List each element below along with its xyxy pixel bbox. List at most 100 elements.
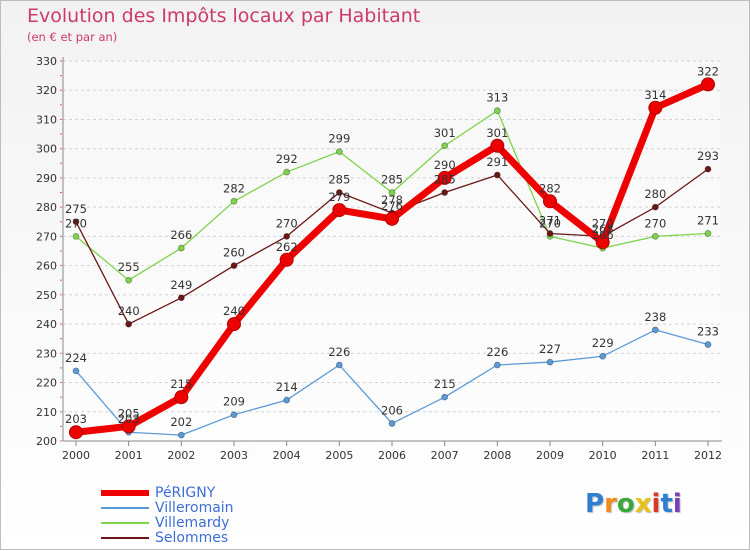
- logo-letter: i: [651, 489, 661, 519]
- y-tick-label: 290: [36, 172, 57, 185]
- data-label: 291: [486, 155, 508, 169]
- data-label: 214: [276, 380, 298, 394]
- data-point: [441, 189, 449, 196]
- legend-label: Villemardy: [155, 515, 230, 531]
- data-point: [279, 252, 294, 267]
- y-tick-label: 320: [36, 84, 57, 97]
- logo-letter: r: [604, 489, 617, 519]
- data-label: 282: [539, 181, 561, 195]
- data-point: [704, 341, 712, 348]
- logo-letter: P: [585, 489, 605, 519]
- y-tick-label: 210: [36, 406, 57, 419]
- x-tick-label: 2011: [641, 449, 669, 462]
- data-label: 293: [697, 149, 719, 163]
- data-point: [177, 431, 185, 439]
- data-point: [651, 326, 659, 334]
- data-point: [230, 262, 238, 270]
- data-point: [651, 232, 659, 240]
- data-label: 285: [434, 173, 456, 187]
- chart-subtitle: (en € et par an): [27, 30, 118, 44]
- data-point: [177, 244, 185, 252]
- data-label: 285: [381, 173, 403, 187]
- data-label: 270: [65, 216, 87, 230]
- x-tick-label: 2010: [589, 449, 617, 462]
- data-label: 313: [486, 91, 508, 105]
- data-point: [121, 419, 136, 434]
- data-label: 271: [697, 213, 719, 227]
- data-point: [283, 396, 291, 404]
- data-point: [385, 211, 399, 226]
- data-label: 266: [170, 228, 192, 242]
- x-tick-label: 2002: [167, 449, 195, 462]
- x-tick-label: 2004: [273, 449, 301, 462]
- data-point: [72, 367, 80, 375]
- data-point: [335, 189, 343, 196]
- data-point: [595, 235, 610, 250]
- y-tick-label: 200: [36, 435, 57, 448]
- data-point: [72, 218, 80, 226]
- data-label: 226: [486, 345, 508, 359]
- data-point: [704, 230, 712, 237]
- x-tick-label: 2009: [536, 449, 564, 462]
- data-label: 229: [592, 336, 614, 350]
- legend-swatch: [101, 522, 149, 524]
- data-label: 282: [223, 181, 245, 195]
- data-point: [283, 168, 291, 176]
- y-tick-label: 310: [36, 113, 57, 126]
- data-label: 270: [644, 216, 666, 230]
- data-label: 322: [697, 64, 719, 78]
- legend-item-perigny: PéRIGNY: [101, 485, 361, 501]
- data-label: 271: [539, 213, 561, 227]
- data-label: 301: [434, 126, 456, 140]
- data-point: [388, 420, 396, 427]
- data-point: [493, 107, 501, 115]
- data-label: 226: [328, 345, 350, 359]
- data-label: 233: [697, 325, 719, 339]
- logo-letter: i: [672, 489, 682, 519]
- data-point: [701, 77, 715, 92]
- data-point: [177, 294, 185, 302]
- data-label: 276: [381, 199, 403, 213]
- x-tick-label: 2008: [483, 449, 511, 462]
- y-tick-label: 330: [36, 55, 57, 68]
- data-point: [230, 197, 238, 205]
- chart-title: Evolution des Impôts locaux par Habitant: [27, 5, 421, 27]
- data-label: 202: [170, 415, 192, 429]
- data-point: [69, 425, 83, 440]
- data-label: 279: [328, 190, 350, 204]
- data-label: 206: [381, 403, 403, 417]
- data-point: [332, 203, 347, 218]
- data-label: 203: [118, 412, 140, 426]
- data-label: 215: [170, 377, 192, 391]
- data-label: 260: [223, 246, 245, 260]
- x-tick-label: 2000: [62, 449, 90, 462]
- data-label: 227: [539, 342, 561, 356]
- data-point: [174, 390, 189, 405]
- y-tick-label: 300: [36, 143, 57, 156]
- legend-item-selommes: Selommes: [101, 530, 361, 546]
- data-label: 270: [592, 216, 614, 230]
- data-label: 240: [223, 304, 245, 318]
- data-point: [490, 138, 505, 153]
- data-label: 266: [592, 228, 614, 242]
- x-tick-label: 2003: [220, 449, 248, 462]
- data-label: 280: [644, 187, 666, 201]
- y-tick-label: 220: [36, 377, 57, 390]
- logo-letter: x: [634, 489, 652, 519]
- data-label: 240: [118, 304, 140, 318]
- data-label: 262: [276, 240, 298, 254]
- y-tick-label: 260: [36, 260, 57, 273]
- data-label: 275: [65, 202, 87, 216]
- proxiti-logo: Proxiti: [585, 489, 682, 519]
- data-label: 224: [65, 351, 87, 365]
- data-label: 290: [434, 158, 456, 172]
- data-point: [651, 203, 659, 211]
- data-point: [543, 194, 557, 209]
- x-tick-label: 2006: [378, 449, 406, 462]
- legend-label: PéRIGNY: [155, 485, 216, 501]
- legend-swatch: [101, 507, 149, 509]
- data-point: [335, 361, 343, 369]
- x-tick-label: 2005: [325, 449, 353, 462]
- legend-swatch: [101, 537, 149, 539]
